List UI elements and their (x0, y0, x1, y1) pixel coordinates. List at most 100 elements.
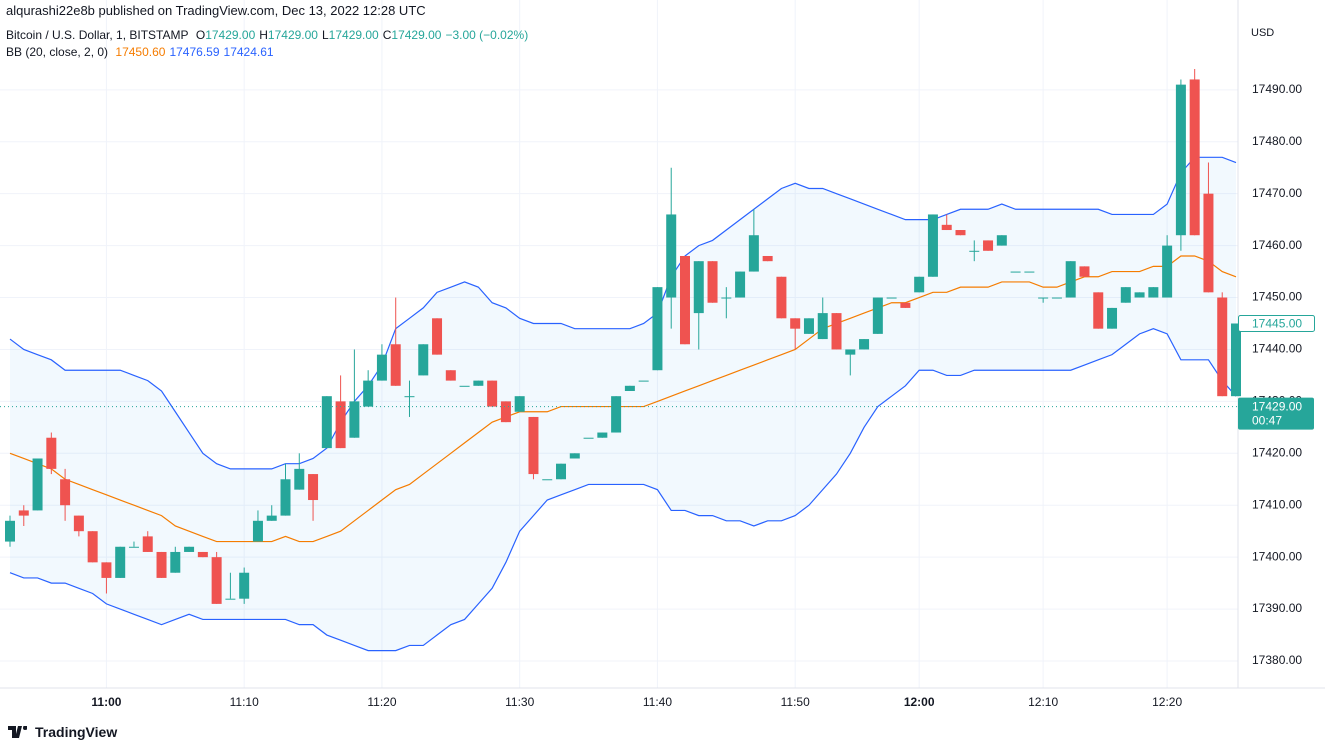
indicator-legend: BB (20, close, 2, 0) 17450.60 17476.59 174… (6, 45, 278, 59)
indicator-value: 17424.61 (223, 45, 274, 59)
band-lower (9, 328, 1237, 652)
candle-body (1148, 287, 1159, 298)
candle-body (1010, 271, 1021, 273)
candle-body (363, 380, 374, 407)
symbol-legend: Bitcoin / U.S. Dollar, 1, BITSTAMP O1742… (6, 28, 532, 42)
candle-body (721, 297, 732, 299)
candle-body (1079, 266, 1090, 277)
currency-label: USD (1251, 27, 1275, 39)
candle-body (528, 416, 539, 475)
candle-body (1203, 193, 1214, 293)
candle-body (5, 520, 15, 542)
candle-body (748, 235, 759, 272)
candle-body (652, 287, 663, 371)
y-tick-label: 17410.00 (1252, 497, 1302, 511)
candle-body (707, 261, 718, 303)
x-tick-label: 11:00 (91, 695, 121, 709)
candle-body (376, 354, 387, 381)
candle-body (556, 463, 567, 480)
candle-body (845, 349, 856, 355)
candle-body (817, 313, 828, 340)
y-tick-label: 17490.00 (1252, 82, 1302, 96)
band-fill (10, 157, 1236, 651)
candle-body (46, 437, 57, 469)
candle-body (73, 515, 84, 532)
candle-body (87, 531, 98, 563)
candle-body (1120, 287, 1131, 303)
candle-body (500, 401, 511, 423)
candle-body (266, 515, 277, 521)
indicator-name: BB (20, close, 2, 0) (6, 45, 109, 59)
candle-body (1093, 292, 1104, 329)
y-tick-label: 17400.00 (1252, 549, 1302, 563)
candle-body (900, 302, 911, 308)
candle-body (390, 344, 401, 386)
candle-body (969, 250, 980, 252)
candle-body (404, 396, 415, 398)
x-tick-label: 11:10 (230, 695, 259, 709)
x-tick-label: 11:30 (505, 695, 534, 709)
x-tick-label: 12:10 (1028, 695, 1058, 709)
candle-body (321, 396, 332, 449)
y-tick-label: 17390.00 (1252, 601, 1302, 615)
candle-body (941, 224, 952, 231)
y-tick-label: 17420.00 (1252, 445, 1302, 459)
countdown: 00:47 (1252, 414, 1282, 428)
candle-body (1024, 271, 1035, 273)
candle-body (1189, 79, 1200, 236)
candle-body (156, 551, 167, 578)
candle-body (872, 297, 883, 334)
candle-body (294, 468, 305, 490)
candle-body (859, 339, 870, 350)
candle-body (211, 557, 222, 604)
candle-body (184, 546, 195, 552)
candle-body (666, 214, 677, 298)
candle-body (239, 572, 250, 599)
candle-body (1038, 297, 1049, 299)
candle-body (142, 536, 153, 552)
candle-body (638, 380, 649, 382)
logo-icon (8, 726, 27, 738)
ohlc-key: C (382, 28, 392, 42)
ohlc-value: 17429.00 (205, 28, 256, 42)
candle-body (1175, 84, 1186, 236)
candle-body (115, 546, 126, 578)
footer-logo: TradingView (8, 724, 117, 740)
candle-body (101, 562, 112, 578)
x-tick-label: 11:50 (781, 695, 810, 709)
symbol: Bitcoin / U.S. Dollar, 1, BITSTAMP (6, 28, 189, 42)
candle-body (60, 479, 71, 506)
ohlc-value: 17429.00 (267, 28, 318, 42)
candle-body (349, 401, 360, 438)
candle-body (445, 370, 456, 381)
candle-body (790, 318, 801, 329)
candle-body (762, 255, 773, 262)
candle-body (18, 510, 29, 516)
candle-body (955, 230, 966, 236)
candle-body (542, 479, 553, 481)
candle-body (335, 401, 346, 449)
x-tick-label: 11:40 (643, 695, 672, 709)
candle-body (197, 551, 208, 558)
candle-body (914, 276, 925, 293)
candle-body (597, 432, 608, 438)
candle-body (927, 214, 938, 277)
ohlc-key: H (259, 28, 268, 42)
band-upper (9, 156, 1237, 470)
y-tick-label: 17480.00 (1252, 134, 1302, 148)
candle-body (569, 453, 580, 459)
candle-body (693, 261, 704, 314)
footer-text: TradingView (35, 724, 118, 740)
y-tick-label: 17380.00 (1252, 653, 1302, 667)
candle-body (611, 396, 622, 433)
candle-body (514, 396, 525, 412)
ohlc-key: O (195, 28, 206, 42)
candle-body (803, 318, 814, 334)
candle-body (776, 276, 787, 319)
y-tick-label: 17440.00 (1252, 342, 1302, 356)
candle-body (996, 235, 1007, 246)
candle-body (280, 479, 291, 516)
candle-body (225, 598, 236, 600)
candle-body (583, 437, 594, 439)
